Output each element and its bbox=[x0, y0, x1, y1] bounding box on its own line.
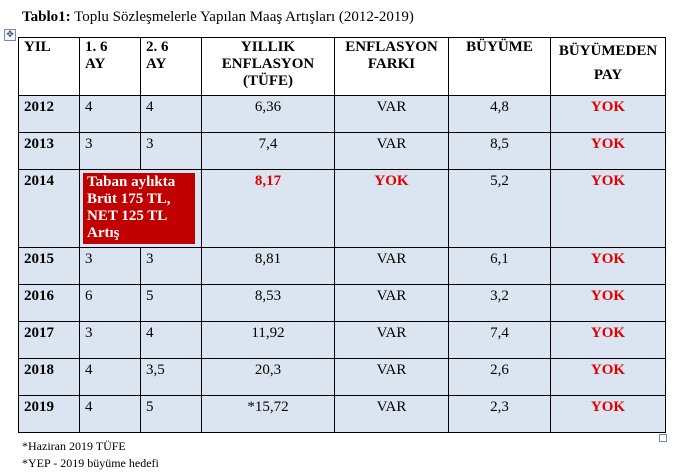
first-half-cell: 3 bbox=[79, 321, 141, 359]
col-header-inflation-diff: ENFLASYON FARKI bbox=[334, 37, 449, 96]
inflation-diff-cell: VAR bbox=[334, 247, 449, 285]
col-header-second-half: 2. 6 AY bbox=[140, 37, 202, 96]
year-cell: 2018 bbox=[18, 358, 80, 396]
growth-share-cell: YOK bbox=[550, 132, 666, 170]
inflation-cell: 11,92 bbox=[201, 321, 335, 359]
growth-cell: 2,3 bbox=[448, 395, 551, 433]
first-half-cell: 4 bbox=[79, 358, 141, 396]
growth-cell: 3,2 bbox=[448, 284, 551, 322]
inflation-diff-cell: VAR bbox=[334, 284, 449, 322]
table-row: 2015 3 3 8,81 VAR 6,1 YOK bbox=[18, 247, 666, 285]
year-cell: 2014 bbox=[18, 169, 80, 248]
table-row: 2018 4 3,5 20,3 VAR 2,6 YOK bbox=[18, 358, 666, 396]
growth-share-cell: YOK bbox=[550, 284, 666, 322]
inflation-cell: 20,3 bbox=[201, 358, 335, 396]
second-half-cell: 4 bbox=[140, 321, 202, 359]
year-cell: 2015 bbox=[18, 247, 80, 285]
growth-share-cell: YOK bbox=[550, 95, 666, 133]
inflation-cell: 8,81 bbox=[201, 247, 335, 285]
footnotes: *Haziran 2019 TÜFE *YEP - 2019 büyüme he… bbox=[22, 438, 159, 472]
first-half-cell: 4 bbox=[79, 395, 141, 433]
salary-increase-table: YIL 1. 6 AY 2. 6 AY YILLIK ENFLASYON (TÜFE) … bbox=[18, 37, 666, 433]
second-half-cell: 5 bbox=[140, 284, 202, 322]
year-cell: 2019 bbox=[18, 395, 80, 433]
col-header-year: YIL bbox=[18, 37, 80, 96]
caption-text: Toplu Sözleşmelerle Yapılan Maaş Artışla… bbox=[70, 9, 414, 25]
second-half-cell: 4 bbox=[140, 95, 202, 133]
growth-share-cell: YOK bbox=[550, 247, 666, 285]
first-half-cell: 4 bbox=[79, 95, 141, 133]
caption-label: Tablo1: bbox=[22, 9, 71, 25]
col-header-growth-share: BÜYÜMEDEN PAY bbox=[550, 37, 666, 96]
inflation-cell: 6,36 bbox=[201, 95, 335, 133]
table-row: 2016 6 5 8,53 VAR 3,2 YOK bbox=[18, 284, 666, 322]
second-half-cell: 3 bbox=[140, 132, 202, 170]
first-half-cell: 6 bbox=[79, 284, 141, 322]
first-half-cell: 3 bbox=[79, 132, 141, 170]
inflation-diff-cell: VAR bbox=[334, 132, 449, 170]
inflation-diff-cell: VAR bbox=[334, 321, 449, 359]
inflation-cell: *15,72 bbox=[201, 395, 335, 433]
table-row: 2013 3 3 7,4 VAR 8,5 YOK bbox=[18, 132, 666, 170]
inflation-diff-cell: VAR bbox=[334, 358, 449, 396]
growth-cell: 5,2 bbox=[448, 169, 551, 248]
header-row: YIL 1. 6 AY 2. 6 AY YILLIK ENFLASYON (TÜFE) … bbox=[18, 37, 666, 96]
year-cell: 2016 bbox=[18, 284, 80, 322]
second-half-cell: 5 bbox=[140, 395, 202, 433]
growth-share-cell: YOK bbox=[550, 169, 666, 248]
growth-cell: 4,8 bbox=[448, 95, 551, 133]
growth-cell: 6,1 bbox=[448, 247, 551, 285]
second-half-cell: 3,5 bbox=[140, 358, 202, 396]
second-half-cell: 3 bbox=[140, 247, 202, 285]
inflation-diff-cell: YOK bbox=[334, 169, 449, 248]
growth-cell: 2,6 bbox=[448, 358, 551, 396]
table-row: 2019 4 5 *15,72 VAR 2,3 YOK bbox=[18, 395, 666, 433]
inflation-cell: 8,17 bbox=[201, 169, 335, 248]
year-cell: 2012 bbox=[18, 95, 80, 133]
table-row: 2017 3 4 11,92 VAR 7,4 YOK bbox=[18, 321, 666, 359]
inflation-diff-cell: VAR bbox=[334, 395, 449, 433]
col-header-annual-inflation: YILLIK ENFLASYON (TÜFE) bbox=[201, 37, 335, 96]
growth-cell: 8,5 bbox=[448, 132, 551, 170]
growth-share-cell: YOK bbox=[550, 358, 666, 396]
growth-cell: 7,4 bbox=[448, 321, 551, 359]
inflation-cell: 7,4 bbox=[201, 132, 335, 170]
table-row: 2014 Taban aylıkta Brüt 175 TL, NET 125 … bbox=[18, 169, 666, 248]
raise-note-box: Taban aylıkta Brüt 175 TL, NET 125 TL Ar… bbox=[83, 173, 195, 244]
first-half-cell: 3 bbox=[79, 247, 141, 285]
year-cell: 2017 bbox=[18, 321, 80, 359]
growth-share-cell: YOK bbox=[550, 395, 666, 433]
table-caption: Tablo1: Toplu Sözleşmelerle Yapılan Maaş… bbox=[22, 9, 414, 26]
growth-share-cell: YOK bbox=[550, 321, 666, 359]
table-resize-handle-icon[interactable] bbox=[659, 434, 667, 442]
inflation-cell: 8,53 bbox=[201, 284, 335, 322]
table-move-handle-icon[interactable]: ✥ bbox=[4, 29, 16, 41]
col-header-first-half: 1. 6 AY bbox=[79, 37, 141, 96]
table-row: 2012 4 4 6,36 VAR 4,8 YOK bbox=[18, 95, 666, 133]
inflation-diff-cell: VAR bbox=[334, 95, 449, 133]
col-header-growth: BÜYÜME bbox=[448, 37, 551, 96]
year-cell: 2013 bbox=[18, 132, 80, 170]
raise-note-cell: Taban aylıkta Brüt 175 TL, NET 125 TL Ar… bbox=[79, 169, 202, 248]
footnote-growth: *YEP - 2019 büyüme hedefi bbox=[22, 456, 159, 470]
footnote-inflation: *Haziran 2019 TÜFE bbox=[22, 439, 126, 453]
